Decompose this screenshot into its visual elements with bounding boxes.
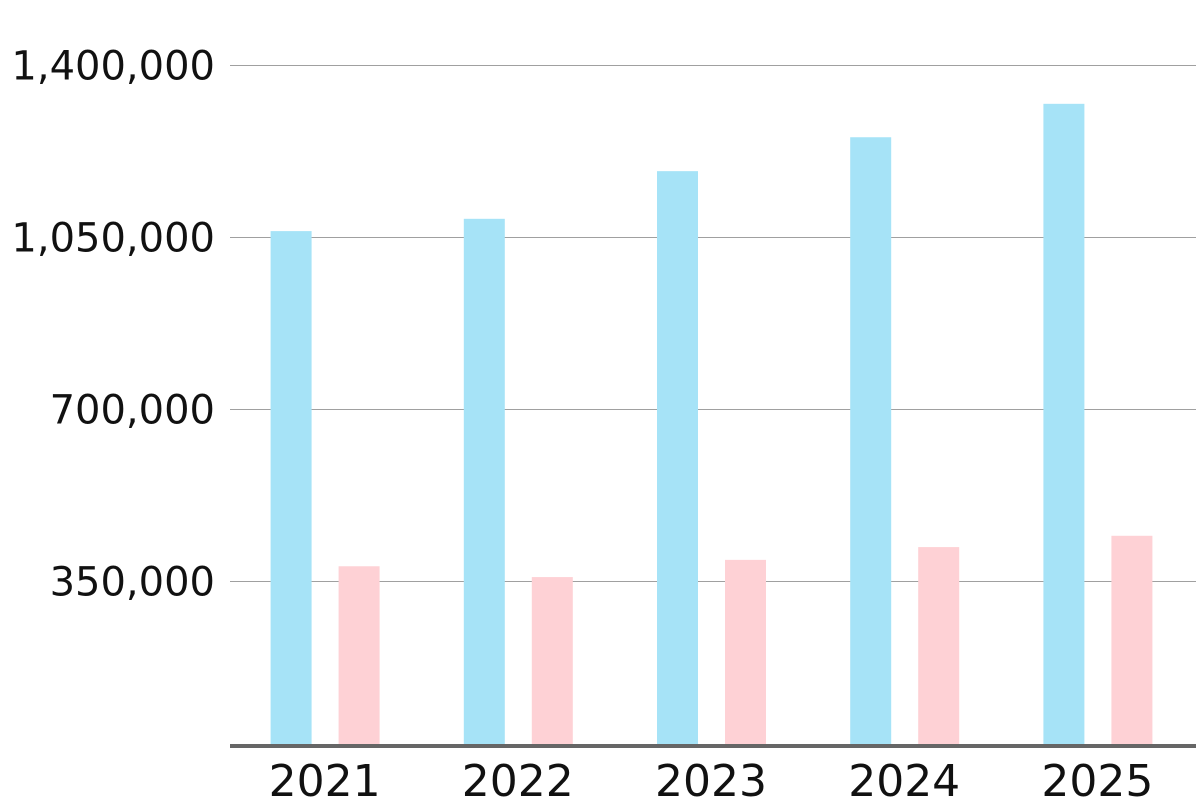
y-tick-label: 1,400,000 [11, 44, 215, 90]
x-tick-label: 2023 [655, 756, 767, 800]
bar-series-2-2021 [338, 566, 380, 746]
bar-series-1-2021 [270, 231, 312, 747]
bar-series-2-2024 [918, 547, 960, 746]
y-tick-label: 700,000 [50, 388, 215, 434]
x-tick-label: 2025 [1041, 756, 1153, 800]
bar-series-1-2025 [1043, 103, 1085, 746]
bar-series-1-2023 [657, 171, 698, 747]
bar-series-1-2024 [850, 137, 892, 747]
bar-series-2-2023 [725, 559, 766, 746]
bar-series-1-2022 [463, 218, 505, 746]
y-tick-label: 350,000 [50, 560, 215, 606]
y-tick-label: 1,050,000 [11, 216, 215, 262]
bar-series-2-2022 [531, 577, 573, 746]
x-tick-label: 2022 [462, 756, 574, 800]
bar-series-2-2025 [1111, 535, 1153, 746]
x-tick-label: 2024 [848, 756, 960, 800]
x-tick-label: 2021 [269, 756, 381, 800]
